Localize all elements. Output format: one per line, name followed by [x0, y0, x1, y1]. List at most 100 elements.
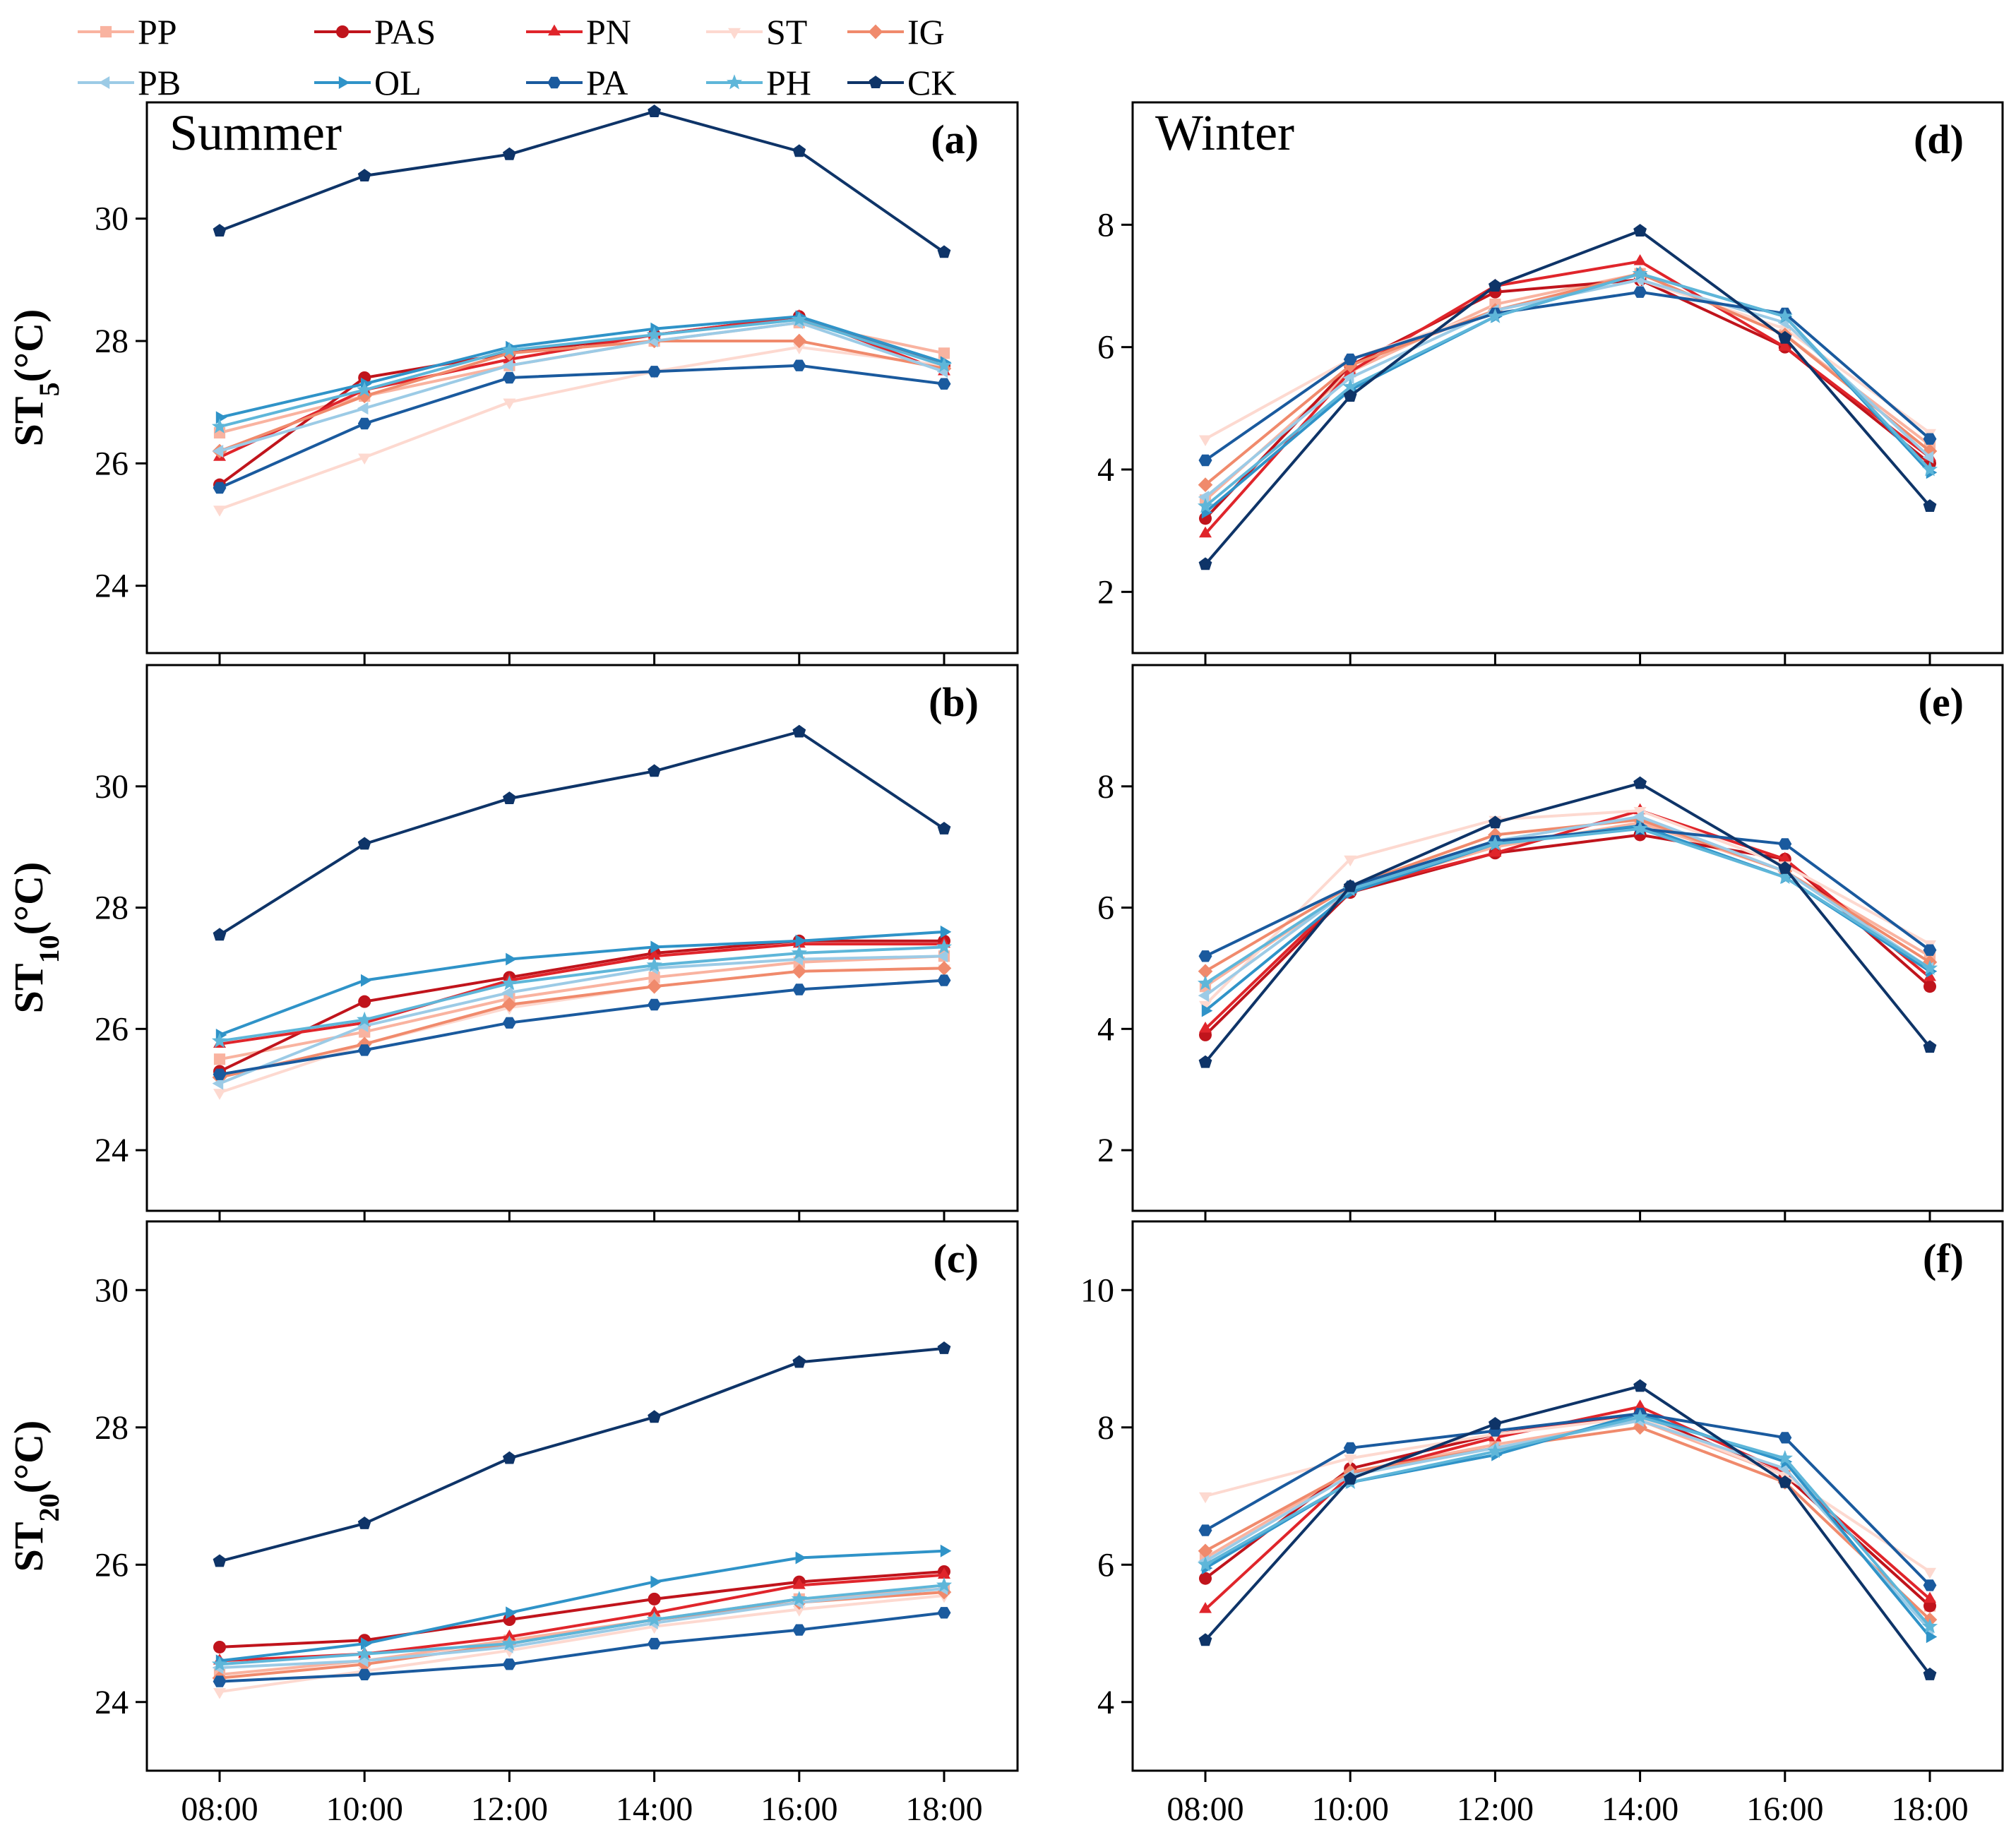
series-line [1204, 272, 1931, 501]
data-point [795, 1551, 807, 1565]
data-point [792, 144, 806, 157]
data-point [792, 983, 806, 995]
data-point [1344, 1454, 1357, 1466]
data-point [215, 411, 227, 424]
x-tick-label: 10:00 [1312, 1790, 1389, 1828]
panel-d: 2 4 6 8 (d) Winter [1097, 101, 2004, 664]
data-point [213, 1053, 226, 1065]
data-point [938, 347, 950, 359]
y-tick-label: 24 [95, 568, 129, 605]
x-tick-label: 18:00 [1891, 1790, 1968, 1828]
y-label-main: ST [6, 963, 52, 1013]
data-point [357, 402, 369, 415]
data-point [1344, 855, 1357, 867]
legend-label: CK [907, 63, 956, 102]
data-point [1921, 959, 1938, 975]
data-point [357, 169, 371, 181]
y-tick-label: 30 [95, 768, 129, 806]
data-point [1778, 340, 1791, 351]
data-point [1199, 526, 1212, 538]
legend-item-st: ST [706, 12, 807, 52]
series-ph [1197, 265, 1938, 513]
data-point [792, 964, 807, 979]
series-line [1205, 1425, 1931, 1621]
data-point [937, 822, 951, 835]
data-point [1632, 265, 1648, 281]
series-st [213, 964, 950, 1100]
series-ck [213, 104, 951, 258]
plot-frame [1131, 101, 2004, 654]
panel-a: 24 26 28 30 (a) Summer [95, 101, 1019, 664]
data-point [1923, 1040, 1937, 1053]
series-line [218, 730, 946, 936]
y-label-unit: (°C) [6, 309, 52, 383]
data-point [1777, 1449, 1793, 1465]
legend-label: PB [138, 63, 181, 102]
data-point [503, 147, 516, 160]
data-point [936, 950, 948, 963]
data-point [936, 1577, 953, 1592]
series-line [1204, 809, 1931, 1006]
series-line [1204, 824, 1931, 1012]
x-tick-label: 12:00 [471, 1790, 548, 1828]
series-line [1205, 827, 1931, 958]
data-point [1199, 1492, 1212, 1504]
data-point [213, 1688, 226, 1699]
y-label-subscript: 10 [33, 935, 65, 963]
data-point [1921, 461, 1938, 477]
y-tick-label: 26 [95, 1546, 129, 1584]
data-point [792, 724, 806, 738]
legend-marker [728, 28, 741, 40]
data-point [212, 445, 224, 457]
series-line [219, 979, 945, 1076]
panel-label: (f) [1923, 1236, 1964, 1281]
data-point [1922, 450, 1934, 464]
data-point [503, 398, 516, 409]
legend-item-pb: PB [78, 63, 181, 102]
series-ck [213, 1341, 951, 1567]
y-tick-label: 2 [1097, 1132, 1114, 1169]
series-line [219, 345, 945, 511]
legend-item-ph: PH [706, 63, 811, 102]
series-line [219, 109, 946, 253]
data-point [648, 1605, 661, 1617]
data-point [1343, 1471, 1357, 1485]
y-axis-label-row-1: ST5(°C) [6, 309, 65, 447]
data-point [1487, 308, 1503, 323]
legend-label: PP [138, 12, 177, 52]
y-tick-label: 28 [95, 323, 129, 360]
data-point [211, 1656, 228, 1671]
y-tick-label: 6 [1097, 1546, 1114, 1584]
y-label-unit: (°C) [6, 1421, 52, 1494]
data-point [358, 453, 371, 465]
data-point [792, 1624, 806, 1636]
data-point [1487, 835, 1503, 851]
data-point [1342, 378, 1359, 394]
legend-marker [726, 74, 743, 90]
data-point [791, 311, 807, 327]
data-point [1632, 1409, 1648, 1424]
data-point [647, 979, 662, 994]
data-point [1633, 1379, 1647, 1392]
series-line [219, 1584, 945, 1666]
y-tick-label: 24 [95, 1132, 129, 1169]
data-point [212, 1077, 224, 1090]
data-point [648, 1637, 661, 1650]
y-tick-label: 4 [1097, 1010, 1114, 1048]
data-point [1926, 1630, 1938, 1644]
data-point [792, 1355, 806, 1368]
data-point [1923, 433, 1937, 445]
data-point [1198, 1543, 1213, 1559]
data-point [792, 343, 806, 354]
data-point [1923, 970, 1936, 981]
data-point [792, 1578, 806, 1589]
data-point [1197, 1556, 1214, 1572]
x-tick-label: 08:00 [1167, 1790, 1243, 1828]
data-point [502, 359, 513, 372]
data-point [1342, 371, 1354, 384]
data-point [1633, 1420, 1647, 1435]
data-point [792, 333, 807, 349]
data-point [211, 418, 228, 433]
legend-label: PAS [374, 12, 436, 52]
x-tick-label: 12:00 [1457, 1790, 1534, 1828]
